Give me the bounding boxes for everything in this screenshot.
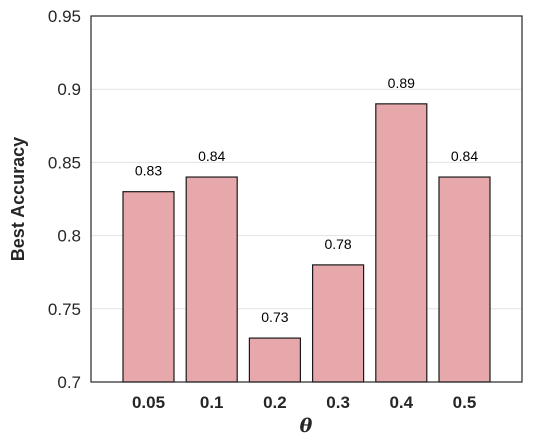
data-label: 0.73 xyxy=(261,309,288,325)
data-labels: 0.83 0.84 0.73 0.78 0.89 0.84 xyxy=(135,75,478,325)
y-axis-label: Best Accuracy xyxy=(8,137,28,261)
data-label: 0.89 xyxy=(388,75,415,91)
x-axis-label: θ xyxy=(300,415,313,437)
x-tick-label: 0.2 xyxy=(263,393,287,412)
x-tick-labels: 0.05 0.1 0.2 0.3 0.4 0.5 xyxy=(132,393,476,412)
bar xyxy=(248,337,301,383)
data-label: 0.84 xyxy=(451,148,478,164)
x-tick-label: 0.5 xyxy=(453,393,477,412)
x-tick-label: 0.4 xyxy=(389,393,413,412)
bar xyxy=(312,264,365,383)
y-tick-label: 0.9 xyxy=(57,80,81,99)
y-tick-label: 0.75 xyxy=(48,300,81,319)
data-label: 0.84 xyxy=(198,148,225,164)
y-tick-label: 0.85 xyxy=(48,153,81,172)
y-tick-labels: 0.7 0.75 0.8 0.85 0.9 0.95 xyxy=(48,7,81,392)
axes-box xyxy=(90,15,523,383)
bar xyxy=(185,176,238,383)
data-label: 0.83 xyxy=(135,163,162,179)
plot-frame xyxy=(90,15,523,383)
y-tick-label: 0.95 xyxy=(48,7,81,26)
bar xyxy=(122,191,175,383)
x-tick-label: 0.1 xyxy=(200,393,224,412)
bar xyxy=(375,103,428,383)
x-tick-label: 0.3 xyxy=(326,393,350,412)
bar xyxy=(438,176,491,383)
x-tick-label: 0.05 xyxy=(132,393,165,412)
bars xyxy=(122,103,491,383)
y-tick-label: 0.8 xyxy=(57,227,81,246)
data-label: 0.78 xyxy=(324,236,351,252)
y-tick-label: 0.7 xyxy=(57,373,81,392)
